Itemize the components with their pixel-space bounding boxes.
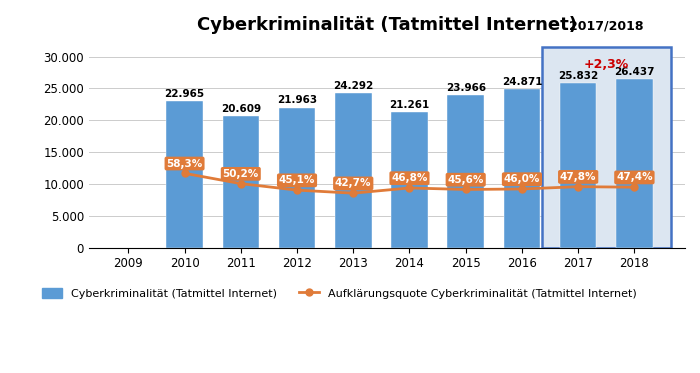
Text: +2,3%: +2,3%	[584, 58, 629, 71]
Text: 24.871: 24.871	[502, 77, 542, 87]
Text: 21.963: 21.963	[277, 95, 317, 106]
Bar	[504, 89, 540, 248]
Text: 2017/2018: 2017/2018	[569, 20, 643, 32]
Text: 24.292: 24.292	[333, 81, 373, 91]
Text: 46,0%: 46,0%	[504, 174, 540, 184]
Text: 26.437: 26.437	[614, 67, 654, 77]
Bar	[223, 116, 259, 248]
Bar	[279, 108, 315, 248]
Text: 58,3%: 58,3%	[167, 159, 203, 169]
FancyBboxPatch shape	[542, 47, 671, 248]
Title: Cyberkriminalität (Tatmittel Internet): Cyberkriminalität (Tatmittel Internet)	[197, 16, 577, 34]
Bar	[560, 83, 596, 248]
Text: 20.609: 20.609	[220, 104, 261, 114]
Bar	[616, 79, 652, 248]
Text: 46,8%: 46,8%	[391, 173, 428, 183]
Text: 45,1%: 45,1%	[279, 175, 315, 185]
Text: 21.261: 21.261	[389, 100, 430, 110]
Text: 25.832: 25.832	[558, 71, 598, 81]
Text: 50,2%: 50,2%	[223, 169, 259, 179]
Bar	[447, 95, 484, 248]
Text: 23.966: 23.966	[446, 83, 486, 93]
Text: 22.965: 22.965	[164, 89, 204, 99]
Legend: Cyberkriminalität (Tatmittel Internet), Aufklärungsquote Cyberkriminalität (Tatm: Cyberkriminalität (Tatmittel Internet), …	[38, 283, 641, 303]
Bar	[335, 93, 372, 248]
Bar	[391, 112, 428, 248]
Text: 42,7%: 42,7%	[335, 178, 372, 188]
Text: 45,6%: 45,6%	[447, 175, 484, 185]
Text: 47,4%: 47,4%	[616, 172, 652, 182]
Bar	[167, 101, 203, 248]
Text: 47,8%: 47,8%	[560, 172, 596, 182]
